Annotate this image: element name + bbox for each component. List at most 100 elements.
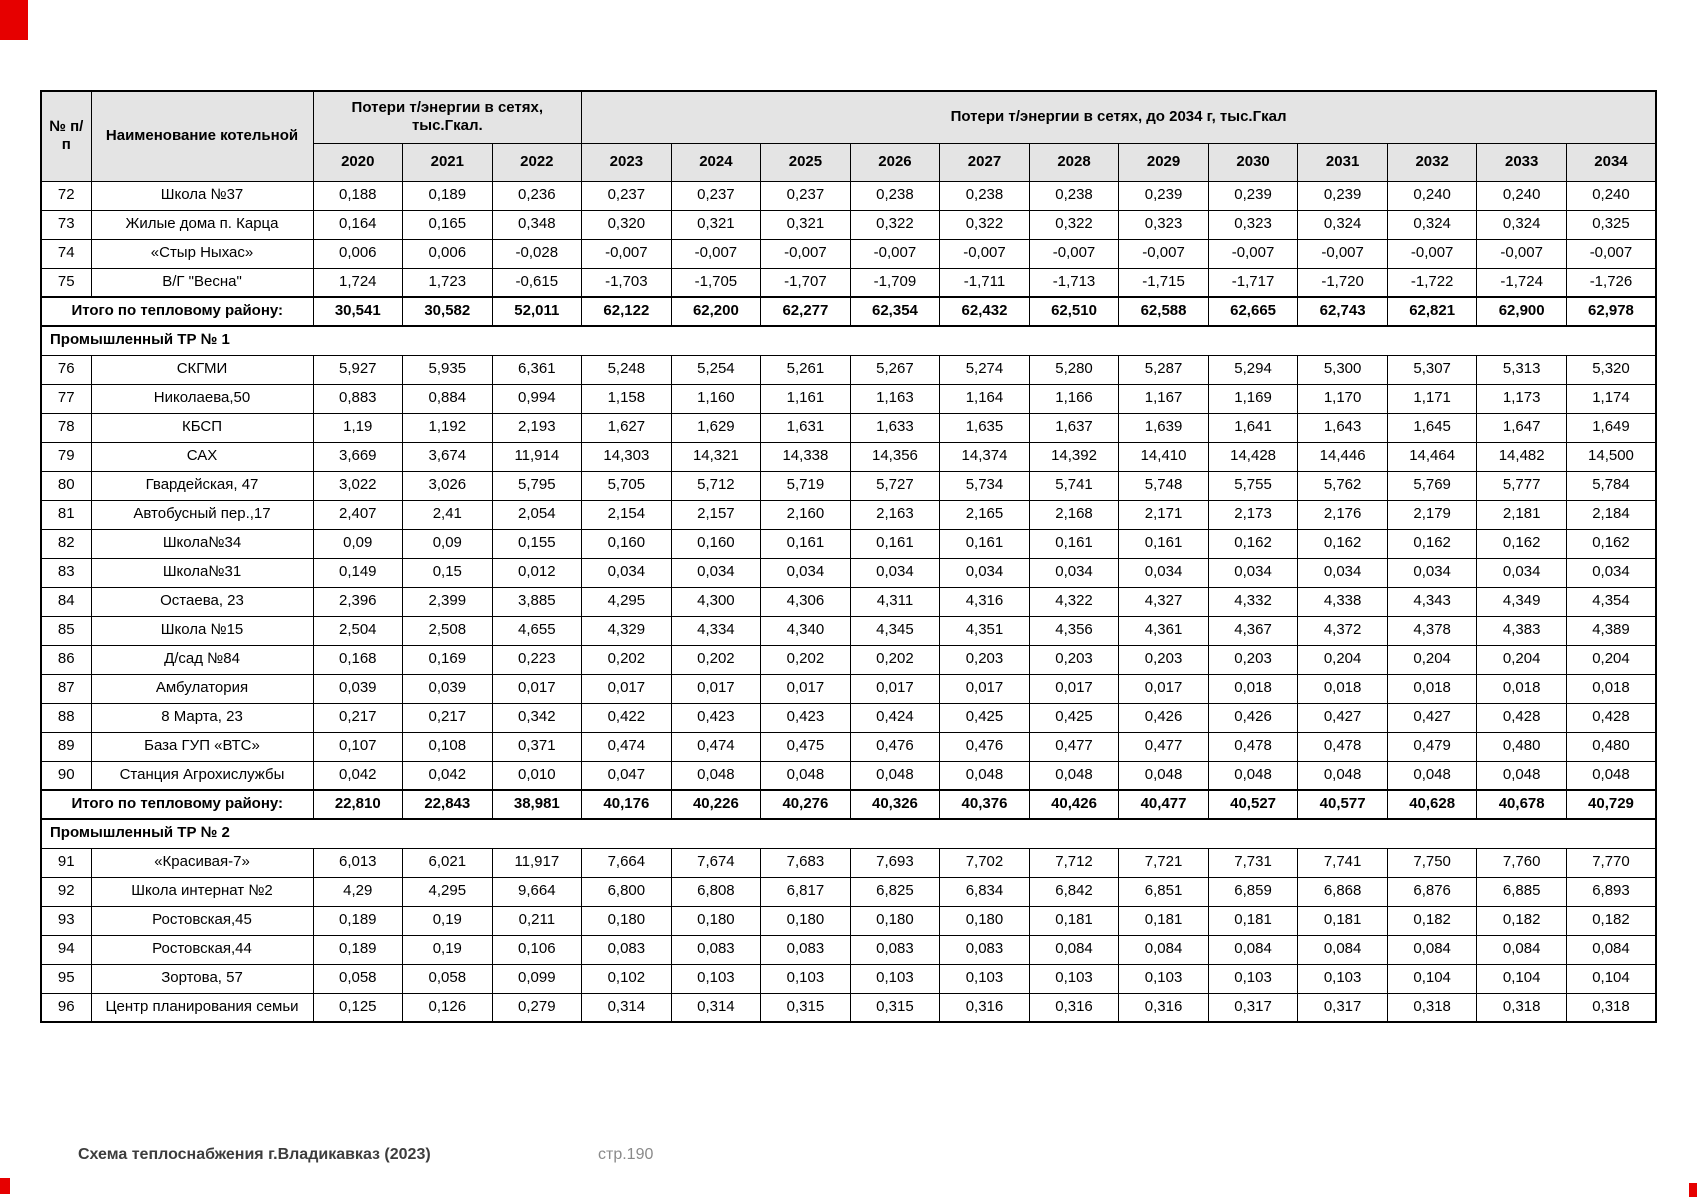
cell-value: 7,770 — [1565, 847, 1657, 878]
cell-value: 2,171 — [1118, 499, 1209, 530]
cell-value: 2,508 — [402, 615, 493, 646]
header-year-2025: 2025 — [760, 142, 851, 182]
cell-value: 5,248 — [581, 354, 672, 385]
cell-boiler-name: Школа №37 — [90, 180, 314, 211]
cell-value: 5,274 — [939, 354, 1030, 385]
table-row: 80 Гвардейская, 47 3,022 3,026 5,795 5,705 5,7… — [40, 470, 1657, 501]
cell-value: 2,184 — [1565, 499, 1657, 530]
cell-value: 4,322 — [1028, 586, 1120, 617]
cell-value: 7,741 — [1297, 847, 1388, 878]
cell-value: 0,238 — [939, 180, 1030, 211]
header-year-2023: 2023 — [581, 142, 672, 182]
cell-value: 14,410 — [1118, 441, 1209, 472]
cell-value: 0,203 — [1028, 644, 1120, 675]
header-year-2033: 2033 — [1476, 142, 1567, 182]
total-value: 30,582 — [402, 296, 493, 327]
cell-row-number: 74 — [40, 238, 92, 269]
cell-value: 0,042 — [402, 760, 493, 791]
cell-boiler-name: База ГУП «ВТС» — [90, 731, 314, 762]
total-value: 62,510 — [1028, 296, 1120, 327]
cell-value: 1,637 — [1028, 412, 1120, 443]
cell-value: 5,784 — [1565, 470, 1657, 501]
cell-value: 0,018 — [1297, 673, 1388, 704]
cell-value: 0,884 — [402, 383, 493, 414]
cell-row-number: 92 — [40, 876, 92, 907]
cell-value: -1,709 — [849, 267, 941, 298]
cell-value: 14,374 — [939, 441, 1030, 472]
cell-value: 0,203 — [939, 644, 1030, 675]
cell-value: 0,161 — [1028, 528, 1120, 559]
cell-value: 0,324 — [1476, 209, 1567, 240]
cell-value: 0,048 — [1476, 760, 1567, 791]
cell-value: 0,168 — [312, 644, 404, 675]
cell-value: 6,868 — [1297, 876, 1388, 907]
cell-value: 0,084 — [1207, 934, 1299, 965]
cell-value: 4,372 — [1297, 615, 1388, 646]
cell-boiler-name: Станция Агрохислужбы — [90, 760, 314, 791]
cell-value: 0,048 — [1297, 760, 1388, 791]
cell-value: 6,834 — [939, 876, 1030, 907]
total-value: 62,122 — [581, 296, 672, 327]
cell-value: 0,322 — [1028, 209, 1120, 240]
cell-row-number: 89 — [40, 731, 92, 762]
cell-value: 0,034 — [1476, 557, 1567, 588]
total-value: 40,678 — [1476, 789, 1567, 820]
cell-value: 2,168 — [1028, 499, 1120, 530]
cell-value: 0,238 — [1028, 180, 1120, 211]
cell-value: 0,323 — [1118, 209, 1209, 240]
cell-row-number: 86 — [40, 644, 92, 675]
cell-value: 0,125 — [312, 992, 404, 1023]
cell-value: 0,048 — [670, 760, 762, 791]
cell-value: 0,237 — [760, 180, 851, 211]
cell-value: 0,480 — [1476, 731, 1567, 762]
cell-value: 0,103 — [1207, 963, 1299, 994]
cell-value: 2,181 — [1476, 499, 1567, 530]
cell-value: 0,325 — [1565, 209, 1657, 240]
cell-value: 2,173 — [1207, 499, 1299, 530]
table-header: № п/п Наименование котельной Потери т/эн… — [40, 90, 1657, 182]
cell-value: -0,007 — [581, 238, 672, 269]
cell-value: -0,007 — [1386, 238, 1478, 269]
cell-value: 0,083 — [670, 934, 762, 965]
cell-row-number: 75 — [40, 267, 92, 298]
cell-value: 1,158 — [581, 383, 672, 414]
cell-row-number: 96 — [40, 992, 92, 1023]
cell-value: 1,633 — [849, 412, 941, 443]
cell-value: 0,180 — [939, 905, 1030, 936]
table-row: 91 «Красивая-7» 6,013 6,021 11,917 7,664 7,674… — [40, 847, 1657, 878]
cell-value: 3,022 — [312, 470, 404, 501]
cell-value: 1,639 — [1118, 412, 1209, 443]
cell-value: 0,084 — [1386, 934, 1478, 965]
cell-value: 0,048 — [1386, 760, 1478, 791]
table-row: 77 Николаева,50 0,883 0,884 0,994 1,158 1,160 1… — [40, 383, 1657, 414]
cell-value: 0,426 — [1118, 702, 1209, 733]
total-value: 40,426 — [1028, 789, 1120, 820]
header-year-2031: 2031 — [1297, 142, 1388, 182]
cell-value: -1,726 — [1565, 267, 1657, 298]
cell-value: 1,171 — [1386, 383, 1478, 414]
cell-value: 0,160 — [670, 528, 762, 559]
cell-boiler-name: В/Г "Весна" — [90, 267, 314, 298]
cell-value: 0,422 — [581, 702, 672, 733]
cell-value: -0,615 — [491, 267, 583, 298]
cell-value: 0,103 — [1118, 963, 1209, 994]
cell-value: 5,294 — [1207, 354, 1299, 385]
cell-value: 0,018 — [1476, 673, 1567, 704]
cell-value: 0,217 — [402, 702, 493, 733]
cell-value: 9,664 — [491, 876, 583, 907]
cell-value: 1,645 — [1386, 412, 1478, 443]
cell-row-number: 88 — [40, 702, 92, 733]
cell-value: 0,15 — [402, 557, 493, 588]
total-value: 40,176 — [581, 789, 672, 820]
cell-value: 0,181 — [1297, 905, 1388, 936]
cell-boiler-name: Жилые дома п. Карца — [90, 209, 314, 240]
cell-value: 7,731 — [1207, 847, 1299, 878]
cell-value: 0,034 — [1386, 557, 1478, 588]
total-value: 62,665 — [1207, 296, 1299, 327]
cell-value: 0,048 — [1207, 760, 1299, 791]
cell-value: 0,034 — [670, 557, 762, 588]
cell-value: 0,084 — [1565, 934, 1657, 965]
cell-value: 4,361 — [1118, 615, 1209, 646]
header-year-2024: 2024 — [670, 142, 762, 182]
cell-value: -0,007 — [1476, 238, 1567, 269]
